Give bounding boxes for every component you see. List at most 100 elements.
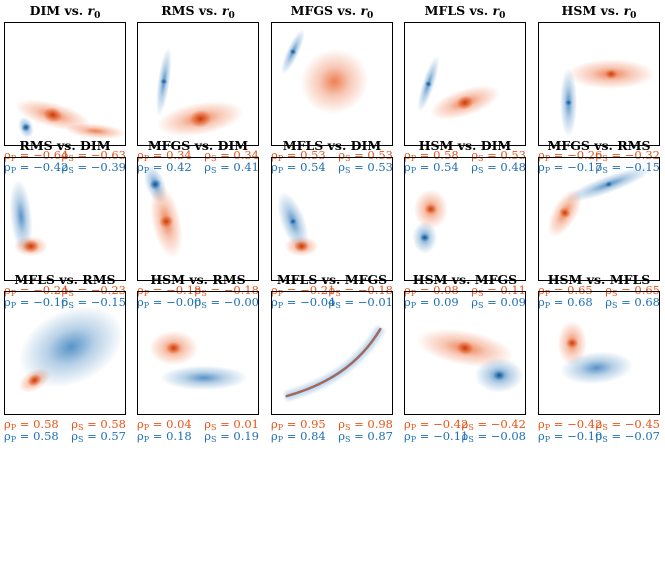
density xyxy=(14,99,126,139)
panel-title-text: MFLS vs. RMS xyxy=(14,272,115,287)
blue-density-core xyxy=(424,80,433,88)
panel-title-text: MFGS vs. DIM xyxy=(148,138,248,153)
density xyxy=(281,29,369,115)
panel-title: RMS vs. DIM xyxy=(19,138,110,153)
blue-spearman: ρS = 0.41 xyxy=(204,160,259,175)
panel-title: MFGS vs. r0 xyxy=(291,3,374,21)
density xyxy=(156,47,244,137)
panel-title: HSM vs. MFGS xyxy=(413,272,517,287)
orange-density-core xyxy=(43,106,63,124)
blue-pearson: ρP = 0.54 xyxy=(271,160,326,175)
panel-title-sub: 0 xyxy=(228,11,234,21)
orange-pearson: ρP = −0.24 xyxy=(4,283,68,298)
panel-title-var: r xyxy=(493,3,501,18)
orange-spearman: ρS = 0.98 xyxy=(338,417,393,432)
orange-pearson: ρP = −0.64 xyxy=(4,148,68,163)
panel-title: MFLS vs. DIM xyxy=(283,138,382,153)
blue-spearman: ρS = 0.19 xyxy=(204,429,259,444)
panel-frame xyxy=(538,22,660,146)
panel-title-text: MFLS vs. xyxy=(425,3,493,18)
blue-pearson: ρP = 0.54 xyxy=(404,160,459,175)
panel-title-sub: 0 xyxy=(94,11,100,21)
panel-frame xyxy=(271,22,393,146)
panel-title-text: MFLS vs. MFGS xyxy=(277,272,387,287)
panel-title: RMS vs. r0 xyxy=(161,3,234,21)
orange-pearson: ρP = 0.58 xyxy=(404,148,459,163)
blue-density-core xyxy=(419,233,430,242)
panel-frame xyxy=(137,291,259,415)
blue-spearman: ρS = −0.00 xyxy=(195,295,259,310)
orange-density-blob xyxy=(65,123,126,139)
panel-10: MFLS vs. RMS ρP = 0.58 ρS = 0.58 ρP = 0.58 ρ… xyxy=(4,272,126,444)
blue-density-curve-core xyxy=(285,327,382,398)
blue-density-blob xyxy=(160,365,249,391)
orange-density-core xyxy=(189,109,212,128)
panel-title: DIM vs. r0 xyxy=(30,3,101,21)
blue-pearson: ρP = −0.00 xyxy=(137,295,201,310)
density xyxy=(143,165,183,258)
blue-pearson: ρP = −0.11 xyxy=(404,429,468,444)
blue-spearman: ρS = 0.57 xyxy=(71,429,126,444)
orange-density-core xyxy=(22,239,40,254)
panel-title: MFLS vs. RMS xyxy=(14,272,115,287)
orange-spearman: ρS = 0.65 xyxy=(605,283,660,298)
panel-title-text: MFGS vs. RMS xyxy=(547,138,650,153)
panel-frame xyxy=(271,291,393,415)
panel-frame xyxy=(271,157,393,281)
panel-title-text: MFGS vs. xyxy=(291,3,361,18)
orange-density-core xyxy=(294,240,309,253)
panel-frame xyxy=(137,157,259,281)
orange-pearson: ρP = 0.34 xyxy=(137,148,192,163)
blue-pearson: ρP = −0.04 xyxy=(271,295,335,310)
orange-spearman: ρS = −0.18 xyxy=(329,283,393,298)
orange-pearson: ρP = 0.08 xyxy=(404,283,459,298)
orange-density-core xyxy=(456,341,474,356)
panel-title: HSM vs. RMS xyxy=(150,272,245,287)
panel-title-text: RMS vs. xyxy=(161,3,222,18)
panel-title-sub: 0 xyxy=(499,11,505,21)
orange-density-core xyxy=(166,342,181,354)
panel-frame xyxy=(538,291,660,415)
orange-pearson: ρP = 0.04 xyxy=(137,417,192,432)
blue-spearman: ρS = 0.09 xyxy=(471,295,526,310)
panel-11: HSM vs. RMS ρP = 0.04 ρS = 0.01 ρP = 0.18 ρS… xyxy=(137,272,259,444)
panel-title-sub: 0 xyxy=(367,11,373,21)
orange-pearson: ρP = 0.53 xyxy=(271,148,326,163)
blue-pearson: ρP = 0.84 xyxy=(271,429,326,444)
panel-title-var: r xyxy=(222,3,230,18)
orange-density-blob xyxy=(300,48,369,115)
blue-density-core xyxy=(21,123,31,132)
density xyxy=(284,325,385,401)
orange-spearman: ρS = 0.01 xyxy=(204,417,259,432)
density xyxy=(412,189,448,254)
blue-density-core xyxy=(289,218,297,225)
blue-spearman: ρS = 0.87 xyxy=(338,429,393,444)
blue-pearson: ρP = −0.17 xyxy=(538,160,602,175)
panel-title-text: HSM vs. MFLS xyxy=(548,272,651,287)
panel-title-text: MFLS vs. DIM xyxy=(283,138,382,153)
orange-density-core xyxy=(424,204,437,215)
panel-title: MFGS vs. DIM xyxy=(148,138,248,153)
blue-spearman: ρS = −0.15 xyxy=(62,295,126,310)
blue-spearman: ρS = −0.01 xyxy=(329,295,393,310)
orange-spearman: ρS = 0.58 xyxy=(71,417,126,432)
orange-pearson: ρP = −0.18 xyxy=(137,283,201,298)
orange-density-core xyxy=(27,373,42,387)
density xyxy=(417,55,501,120)
blue-density-core xyxy=(605,181,613,188)
blue-pearson: ρP = −0.16 xyxy=(4,295,68,310)
blue-density-blob xyxy=(560,351,634,385)
density xyxy=(557,320,634,385)
orange-spearman: ρS = −0.63 xyxy=(62,148,126,163)
panel-9: MFGS vs. RMS ρP = 0.65 ρS = 0.65 ρP = 0.68 ρ… xyxy=(538,138,660,310)
panel-frame xyxy=(4,22,126,146)
orange-pearson: ρP = 0.58 xyxy=(4,417,59,432)
panel-8: HSM vs. DIM ρP = 0.08 ρS = 0.11 ρP = 0.09 ρS… xyxy=(404,138,526,310)
panel-title-text: HSM vs. MFGS xyxy=(413,272,517,287)
orange-spearman: ρS = 0.53 xyxy=(338,148,393,163)
orange-spearman: ρS = −0.42 xyxy=(462,417,526,432)
orange-density-core xyxy=(566,338,579,349)
